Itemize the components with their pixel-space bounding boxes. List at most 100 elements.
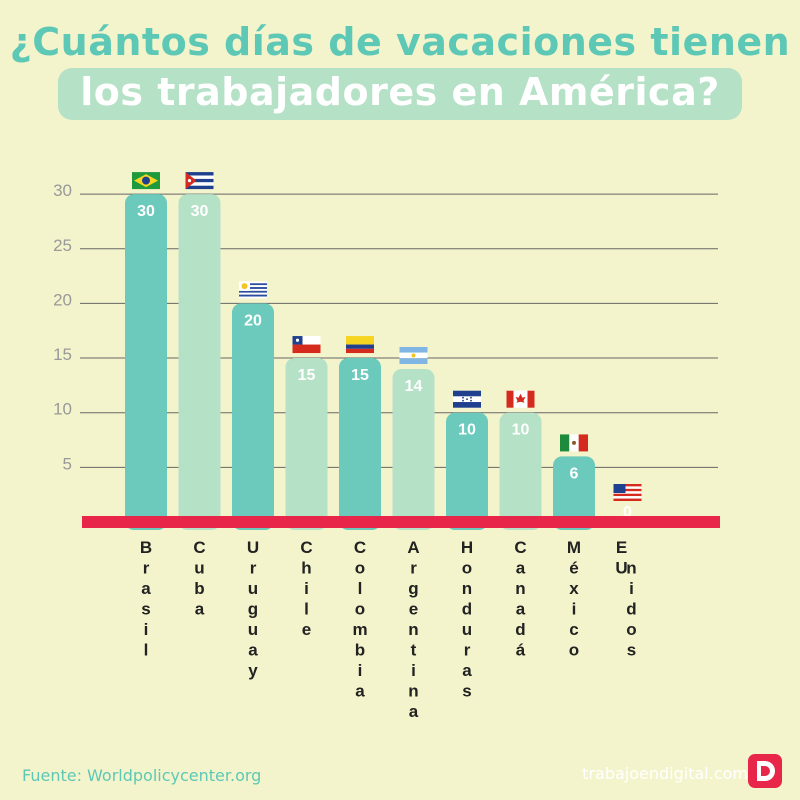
category-label-letter: a: [195, 600, 205, 619]
category-label-letter: l: [304, 600, 309, 619]
category-label-letter: C: [193, 538, 205, 557]
bar: [392, 368, 435, 530]
bar: [232, 303, 274, 530]
bar-value-label: 6: [570, 465, 579, 482]
colombia-flag-icon: [346, 336, 374, 354]
category-label-letter: a: [248, 641, 258, 660]
category-label-letter: o: [462, 559, 472, 578]
canada-flag-icon: [506, 390, 535, 408]
uruguay-flag-icon: [239, 281, 267, 299]
category-label-letter: g: [408, 579, 418, 598]
category-label-letter: H: [461, 538, 473, 557]
category-label-letter: t: [411, 641, 417, 660]
category-label-letter: n: [408, 682, 418, 701]
category-label-letter: u: [194, 559, 204, 578]
category-label-letter: u: [248, 620, 258, 639]
category-label-letter: a: [516, 559, 526, 578]
category-label-letter: g: [248, 600, 258, 619]
category-label-letter: y: [248, 661, 258, 680]
category-label-letter: m: [352, 620, 367, 639]
category-label-letter: U: [615, 559, 627, 578]
bar: [339, 358, 381, 530]
chart-title-line1: ¿Cuántos días de vacaciones tienen: [9, 20, 791, 64]
category-label-letter: l: [358, 579, 363, 598]
chart-title-line2-wrapper: los trabajadores en América?: [0, 68, 800, 120]
category-label-letter: A: [407, 538, 419, 557]
bar-value-label: 10: [512, 422, 530, 439]
category-label-letter: n: [408, 620, 418, 639]
chart-baseline: [82, 516, 720, 528]
category-label-letter: u: [462, 620, 472, 639]
category-label-letter: M: [567, 538, 581, 557]
category-label-letter: n: [462, 579, 472, 598]
mexico-flag-icon: [560, 434, 588, 452]
cuba-flag-icon: [185, 172, 214, 190]
category-label-letter: h: [301, 559, 311, 578]
bar-value-label: 14: [405, 378, 423, 395]
y-tick-label: 25: [53, 236, 72, 255]
bar: [446, 412, 488, 530]
category-label-letter: B: [140, 538, 152, 557]
category-label-letter: u: [248, 579, 258, 598]
category-label-letter: d: [626, 600, 636, 619]
category-label-letter: c: [569, 620, 578, 639]
category-label-letter: l: [144, 641, 149, 660]
category-label-letter: a: [141, 579, 151, 598]
category-label-letter: b: [355, 641, 365, 660]
chile-flag-icon: [292, 336, 321, 354]
bar: [553, 456, 595, 530]
category-label-letter: x: [569, 579, 579, 598]
category-label-letter: s: [627, 641, 636, 660]
y-tick-label: 15: [53, 345, 72, 364]
category-label-letter: r: [143, 559, 150, 578]
category-label-letter: o: [355, 600, 365, 619]
y-tick-label: 20: [53, 290, 72, 309]
category-label-letter: b: [194, 579, 204, 598]
bar-value-label: 30: [191, 203, 209, 220]
category-label-letter: s: [462, 682, 471, 701]
category-label-letter: U: [247, 538, 259, 557]
bar-value-label: 20: [244, 312, 262, 329]
category-label-letter: e: [302, 620, 311, 639]
category-label-letter: é: [569, 559, 578, 578]
usa-flag-icon: [613, 484, 642, 501]
category-label-letter: r: [410, 559, 417, 578]
category-label-letter: i: [629, 579, 634, 598]
category-label-letter: o: [355, 559, 365, 578]
bar-value-label: 30: [137, 203, 155, 220]
category-label-letter: r: [250, 559, 257, 578]
category-label-letter: n: [626, 559, 636, 578]
category-label-letter: d: [462, 600, 472, 619]
category-label-letter: i: [572, 600, 577, 619]
bar: [178, 194, 221, 530]
category-label-letter: C: [514, 538, 526, 557]
chart-title-line2: los trabajadores en América?: [58, 68, 742, 120]
bar-value-label: 15: [298, 367, 316, 384]
honduras-flag-icon: [453, 390, 481, 408]
bar-value-label: 0: [623, 504, 632, 521]
category-label-letter: d: [515, 620, 525, 639]
category-label-letter: i: [411, 661, 416, 680]
y-tick-label: 10: [53, 400, 72, 419]
bar-value-label: 15: [351, 367, 369, 384]
category-label-letter: r: [464, 641, 471, 660]
category-label-letter: a: [409, 702, 419, 721]
category-label-letter: e: [409, 600, 418, 619]
brand-logo-icon: [748, 754, 782, 788]
brazil-flag-icon: [132, 172, 160, 190]
bar: [499, 412, 542, 530]
category-label-letter: i: [304, 579, 309, 598]
y-tick-label: 30: [53, 181, 72, 200]
category-label-letter: a: [355, 682, 365, 701]
bar: [125, 194, 167, 530]
y-tick-label: 5: [63, 454, 72, 473]
category-label-letter: n: [515, 579, 525, 598]
category-label-letter: s: [141, 600, 150, 619]
bar-value-label: 10: [458, 422, 476, 439]
category-label-letter: á: [516, 641, 526, 660]
source-note: Fuente: Worldpolicycenter.org: [22, 766, 262, 785]
category-label-letter: o: [569, 641, 579, 660]
category-label-letter: C: [354, 538, 366, 557]
category-label-letter: i: [358, 661, 363, 680]
category-label-letter: E: [616, 538, 627, 557]
